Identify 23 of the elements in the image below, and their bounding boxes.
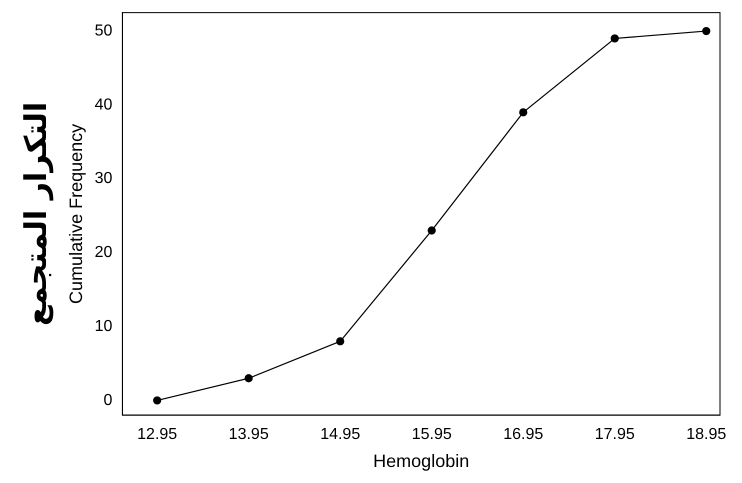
point: [428, 226, 436, 235]
y-axis-title: Cumulative Frequency: [66, 124, 86, 304]
point: [610, 34, 619, 43]
y-tick-label: 0: [103, 392, 112, 409]
y-tick-label: 10: [94, 318, 112, 335]
text: التكرار المتجمع: [18, 102, 54, 326]
x-tick-label: 14.95: [320, 426, 360, 444]
point: [519, 108, 528, 116]
x-tick-label: 13.95: [228, 426, 269, 444]
point: [244, 374, 253, 382]
point: [702, 26, 710, 36]
y-tick-label: 30: [94, 170, 112, 188]
y-tick-label: 20: [94, 244, 112, 262]
y-tick-label: 50: [94, 22, 112, 40]
x-axis-title: Hemoglobin: [373, 451, 470, 472]
y-tick-label: 40: [94, 96, 112, 114]
point: [153, 396, 162, 405]
x-tick-label: 15.95: [412, 426, 452, 444]
x-tick-label: 18.95: [686, 426, 726, 444]
point: [336, 337, 344, 346]
x-tick-label: 16.95: [503, 426, 544, 444]
x-tick-label: 12.95: [137, 426, 178, 444]
x-tick-label: 17.95: [594, 426, 635, 444]
